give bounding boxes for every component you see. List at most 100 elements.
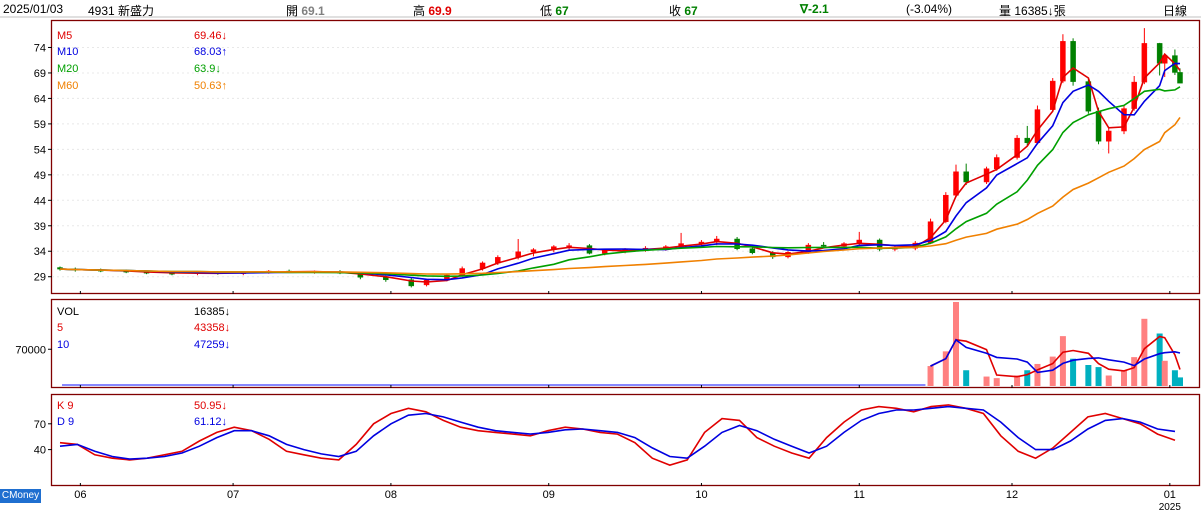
volume-bar (1105, 375, 1112, 386)
close-value: 67 (684, 4, 698, 18)
candle-body (1121, 108, 1127, 132)
candle-body (1014, 137, 1020, 158)
volume-panel-frame (50, 298, 1201, 389)
candle-body (943, 194, 949, 222)
candle-body (601, 250, 608, 254)
candle-body (530, 249, 537, 253)
candle-body (953, 171, 959, 196)
candle-body (1177, 72, 1183, 84)
volume-bar (1070, 358, 1077, 386)
header-period: 日線 (1163, 4, 1188, 18)
price-ytick-label: 54 (34, 144, 46, 156)
kd-ytick-label: 70 (34, 419, 46, 431)
low-label: 低 (540, 4, 553, 18)
volume-bar (1059, 336, 1066, 386)
volume-bar (1095, 367, 1102, 386)
volume-bar (1085, 365, 1092, 386)
candle-body (749, 248, 756, 254)
ma-lines (59, 52, 1181, 283)
candle-body (408, 279, 415, 287)
legend-vol-value: 16385↓ (194, 306, 231, 318)
x-tick-label: 10 (695, 489, 707, 501)
volume-bar (942, 351, 949, 386)
candle-body (1034, 109, 1041, 143)
volume-bar (1141, 318, 1148, 386)
volume-bar (953, 302, 959, 386)
volume-bar (1131, 357, 1138, 386)
volume-bar (1014, 375, 1021, 386)
header-open: 開 69.1 (286, 2, 325, 19)
volume-bar (1034, 363, 1041, 386)
candle-body (1060, 41, 1066, 82)
close-label: 收 (669, 4, 682, 18)
header-change-pct: (-3.04%) (906, 2, 953, 16)
legend-vol5-value: 43358↓ (194, 322, 231, 334)
d9-line (59, 405, 1176, 460)
legend-ma20-label: M20 (57, 63, 79, 75)
volume-bar (1171, 370, 1178, 386)
legend-ma10-value: 68.03↑ (194, 46, 228, 58)
price-ytick-label: 49 (34, 170, 46, 182)
legend-k9-label: K 9 (57, 400, 74, 412)
volume-bar (1161, 360, 1168, 386)
price-ytick-label: 39 (34, 221, 46, 233)
legend-vol10-value: 47259↓ (194, 339, 231, 351)
candle-body (1085, 81, 1092, 112)
x-tick-year: 2025 (1159, 502, 1182, 511)
ma10-line (59, 62, 1181, 281)
k9-line (59, 404, 1176, 466)
legend-ma5-label: M5 (57, 30, 73, 42)
header-high: 高 69.9 (413, 2, 452, 19)
legend-vol10-label: 10 (57, 339, 70, 351)
high-value: 69.9 (428, 4, 452, 18)
low-value: 67 (555, 4, 569, 18)
volume-bar (1024, 370, 1031, 386)
vol-ma5-line (930, 335, 1181, 378)
candle-body (993, 157, 1000, 169)
candle-body (1141, 43, 1148, 83)
price-ytick-label: 74 (34, 42, 46, 54)
x-tick-label: 07 (227, 489, 239, 501)
vol-ytick-label: 70000 (15, 344, 46, 356)
ma20-line (59, 86, 1181, 278)
x-tick-label: 08 (385, 489, 397, 501)
candle-body (1105, 130, 1112, 142)
volume-bar (963, 370, 970, 386)
x-tick-label: 12 (1006, 489, 1018, 501)
header-close: 收 67 (669, 2, 698, 19)
candle-body (963, 171, 969, 183)
volume-bar (1156, 333, 1163, 386)
legend-ma20-value: 63.9↓ (194, 63, 221, 75)
header-date: 2025/01/03 (3, 2, 64, 16)
volume-bar (1121, 370, 1127, 386)
legend-ma60-value: 50.63↑ (194, 80, 228, 92)
header-volume: 量 16385↓張 (999, 2, 1066, 19)
price-panel-frame (50, 19, 1201, 295)
volume-value: 16385↓張 (1014, 4, 1066, 18)
volume-bar (1049, 356, 1056, 386)
kd-panel-frame (50, 393, 1201, 487)
ma5-line (59, 52, 1181, 283)
legend-d9-value: 61.12↓ (194, 416, 228, 428)
price-ytick-label: 34 (34, 246, 46, 258)
volume-bar (983, 376, 990, 386)
legend-k9-value: 50.95↓ (194, 400, 228, 412)
ma60-line (59, 116, 1181, 275)
open-value: 69.1 (301, 4, 325, 18)
vol-ma10-line (930, 338, 1181, 374)
x-tick-label: 09 (543, 489, 555, 501)
legend-ma60-label: M60 (57, 80, 79, 92)
volume-bars (62, 302, 1183, 386)
candle-body (1024, 137, 1031, 143)
candle-body (1070, 41, 1076, 82)
kd-ytick-label: 40 (34, 445, 46, 457)
x-tick-label: 11 (854, 489, 865, 501)
header-stock: 4931 新盛力 (88, 4, 155, 18)
legend-ma5-value: 69.46↓ (194, 30, 228, 42)
header-low: 低 67 (540, 2, 569, 19)
axis-labels: 74 69 64 59 54 49 44 39 34 29 06 07 08 09 10 11 12 012025… (15, 42, 1181, 511)
legend-d9-label: D 9 (57, 416, 75, 428)
cmoney-logo: CMoney (0, 489, 41, 503)
